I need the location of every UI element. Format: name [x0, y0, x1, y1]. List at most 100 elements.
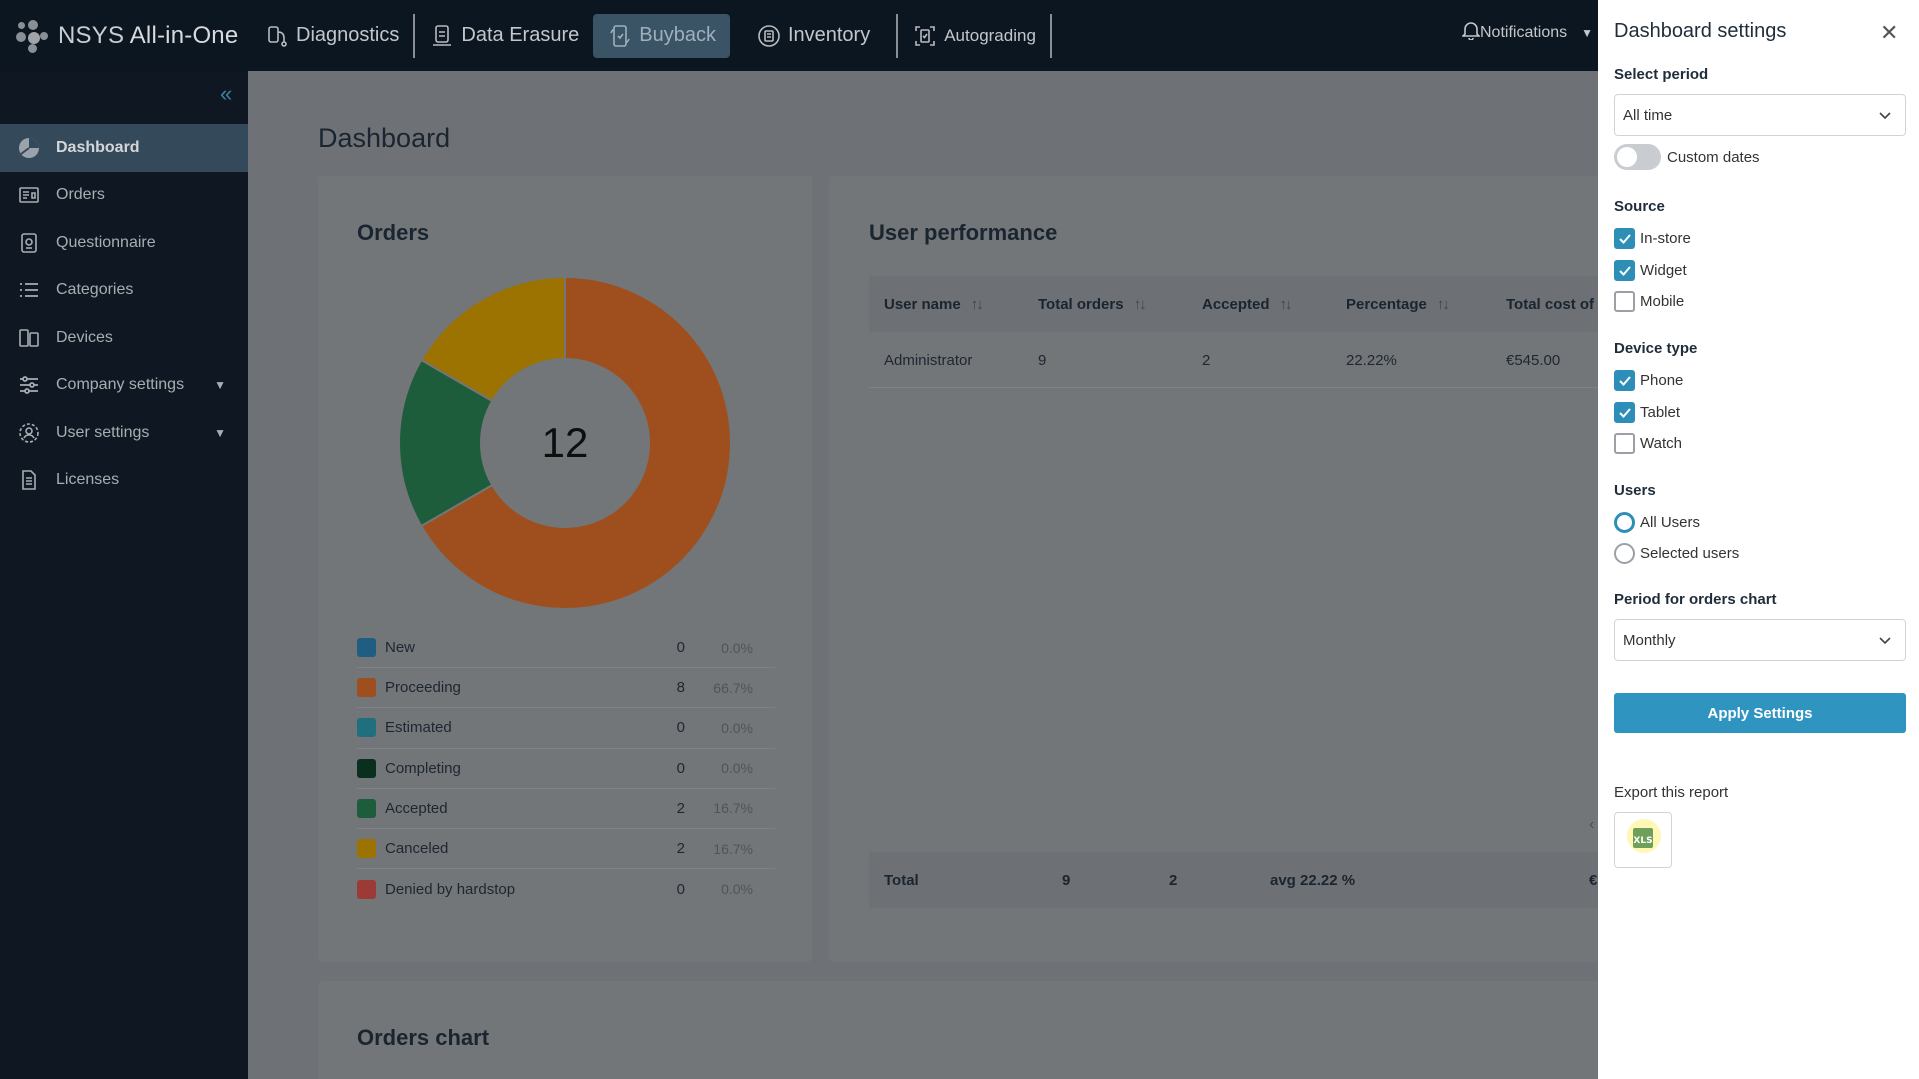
legend-count: 2	[676, 799, 685, 817]
column-label: Accepted	[1202, 295, 1270, 313]
source-in-store-checkbox[interactable]: In-store	[1614, 228, 1691, 249]
sidebar-item-devices[interactable]: Devices	[0, 314, 248, 362]
legend-item[interactable]: Accepted 2 16.7%	[357, 789, 775, 829]
source-widget-checkbox[interactable]: Widget	[1614, 260, 1687, 281]
sidebar-item-dashboard[interactable]: Dashboard	[0, 124, 248, 172]
select-period-label: Select period	[1614, 66, 1709, 83]
sort-icon[interactable]: ↑↓	[970, 295, 984, 313]
orders-donut-chart: 12	[398, 275, 732, 610]
checkbox-unchecked[interactable]	[1614, 291, 1635, 312]
legend-count: 0	[676, 719, 685, 737]
legend-item[interactable]: Completing 0 0.0%	[357, 749, 775, 789]
period-select[interactable]: All time	[1614, 94, 1906, 136]
nav-diagnostics[interactable]: Diagnostics	[250, 14, 413, 58]
user-performance-title: User performance	[869, 220, 1058, 245]
legend-label: Completing	[385, 759, 461, 777]
brand[interactable]: NSYS All-in-One	[0, 0, 250, 71]
collapse-sidebar-icon[interactable]: «	[220, 81, 233, 106]
chevron-down-icon	[1877, 107, 1893, 127]
checkbox-checked[interactable]	[1614, 402, 1635, 423]
nav-divider	[896, 13, 899, 58]
toggle-switch[interactable]	[1614, 144, 1661, 170]
custom-dates-toggle[interactable]: Custom dates	[1614, 144, 1760, 170]
nav-inventory[interactable]: Inventory	[742, 14, 884, 58]
column-total-orders[interactable]: Total orders ↑↓	[1038, 295, 1147, 313]
questionnaire-icon	[18, 232, 40, 254]
orders-chart-title: Orders chart	[357, 1025, 490, 1050]
donut-slice-proceeding[interactable]	[419, 275, 732, 610]
chevron-left-icon[interactable]: ‹	[1589, 816, 1595, 833]
sidebar-item-company-settings[interactable]: Company settings ▼	[0, 362, 248, 410]
orders-chart-card: Orders chart	[318, 981, 1618, 1079]
legend-label: New	[385, 639, 416, 657]
legend-label: Proceeding	[385, 679, 461, 697]
legend-item[interactable]: Canceled 2 16.7%	[357, 829, 775, 870]
column-label: Percentage	[1346, 295, 1427, 313]
nav-inventory-label: Inventory	[787, 24, 871, 46]
checkbox-label: Tablet	[1640, 404, 1681, 421]
sort-icon[interactable]: ↑↓	[1279, 295, 1293, 313]
phone-exchange-icon	[607, 23, 633, 49]
export-xls-button[interactable]: XLS	[1614, 812, 1672, 868]
sidebar-item-licenses[interactable]: Licenses	[0, 457, 248, 505]
legend-item[interactable]: New 0 0.0%	[357, 628, 775, 669]
footer-percentage: avg 22.22 %	[1270, 871, 1356, 889]
close-icon[interactable]: ✕	[1880, 20, 1899, 45]
apply-settings-button[interactable]: Apply Settings	[1614, 693, 1906, 733]
sort-icon[interactable]: ↑↓	[1133, 295, 1147, 313]
nav-autograding[interactable]: Autograding	[898, 14, 1050, 58]
dashboard-settings-panel: Dashboard settings ✕ Select period All t…	[1598, 0, 1919, 1079]
chevron-down-icon	[1877, 632, 1893, 652]
cell-accepted: 2	[1202, 351, 1211, 369]
donut-center-total: 12	[541, 419, 589, 466]
sidebar-item-label: Dashboard	[56, 138, 140, 156]
device-watch-checkbox[interactable]: Watch	[1614, 433, 1682, 454]
users-all-radio[interactable]: All Users	[1614, 512, 1700, 533]
checkbox-checked[interactable]	[1614, 260, 1635, 281]
nav-buyback[interactable]: Buyback	[593, 13, 730, 58]
sidebar-item-orders[interactable]: Orders	[0, 172, 248, 220]
donut-slice-canceled[interactable]	[419, 275, 566, 403]
column-percentage[interactable]: Percentage ↑↓	[1346, 295, 1450, 313]
radio-label: All Users	[1640, 514, 1701, 531]
users-selected-radio[interactable]: Selected users	[1614, 543, 1739, 564]
orders-card: Orders 12 New 0 0.0% Proceeding 8 66.7% Estima…	[318, 176, 812, 962]
orders-chart-period-select[interactable]: Monthly	[1614, 619, 1906, 661]
legend-count: 0	[676, 639, 685, 657]
notifications-menu[interactable]: Notifications ▼	[1461, 20, 1593, 45]
legend-item[interactable]: Denied by hardstop 0 0.0%	[357, 869, 775, 909]
radio-selected[interactable]	[1614, 512, 1635, 533]
legend-label: Accepted	[385, 799, 448, 817]
legend-percent: 66.7%	[713, 679, 753, 696]
sort-icon[interactable]: ↑↓	[1436, 295, 1450, 313]
legend-swatch	[357, 678, 376, 698]
device-tablet-checkbox[interactable]: Tablet	[1614, 402, 1680, 423]
checkbox-checked[interactable]	[1614, 228, 1635, 249]
document-icon	[18, 469, 40, 491]
source-mobile-checkbox[interactable]: Mobile	[1614, 291, 1684, 312]
devices-icon	[18, 327, 40, 349]
table-row[interactable]: Administrator 9 2 22.22% €545.00	[869, 332, 1609, 388]
nav-divider	[1049, 13, 1052, 58]
sidebar-item-categories[interactable]: Categories	[0, 267, 248, 315]
checkbox-unchecked[interactable]	[1614, 433, 1635, 454]
column-total-cost[interactable]: Total cost of a	[1506, 296, 1607, 313]
checkbox-checked[interactable]	[1614, 370, 1635, 391]
orders-card-title: Orders	[357, 220, 430, 245]
column-accepted[interactable]: Accepted ↑↓	[1202, 295, 1293, 313]
legend-item[interactable]: Estimated 0 0.0%	[357, 708, 775, 749]
device-phone-checkbox[interactable]: Phone	[1614, 370, 1683, 391]
nsys-logo-icon	[14, 18, 50, 54]
legend-swatch	[357, 718, 376, 738]
sidebar-item-questionnaire[interactable]: Questionnaire	[0, 219, 248, 267]
column-label: User name	[884, 295, 961, 313]
column-user-name[interactable]: User name ↑↓	[884, 295, 984, 313]
legend-item[interactable]: Proceeding 8 66.7%	[357, 668, 775, 709]
orders-icon	[18, 184, 40, 206]
checkbox-label: In-store	[1640, 230, 1691, 247]
sidebar-item-label: Company settings	[56, 376, 185, 394]
radio-unselected[interactable]	[1614, 543, 1635, 564]
nav-data-erasure[interactable]: Data Erasure	[415, 14, 593, 58]
sidebar-item-user-settings[interactable]: User settings ▼	[0, 409, 248, 457]
donut-slice-accepted[interactable]	[398, 358, 494, 528]
